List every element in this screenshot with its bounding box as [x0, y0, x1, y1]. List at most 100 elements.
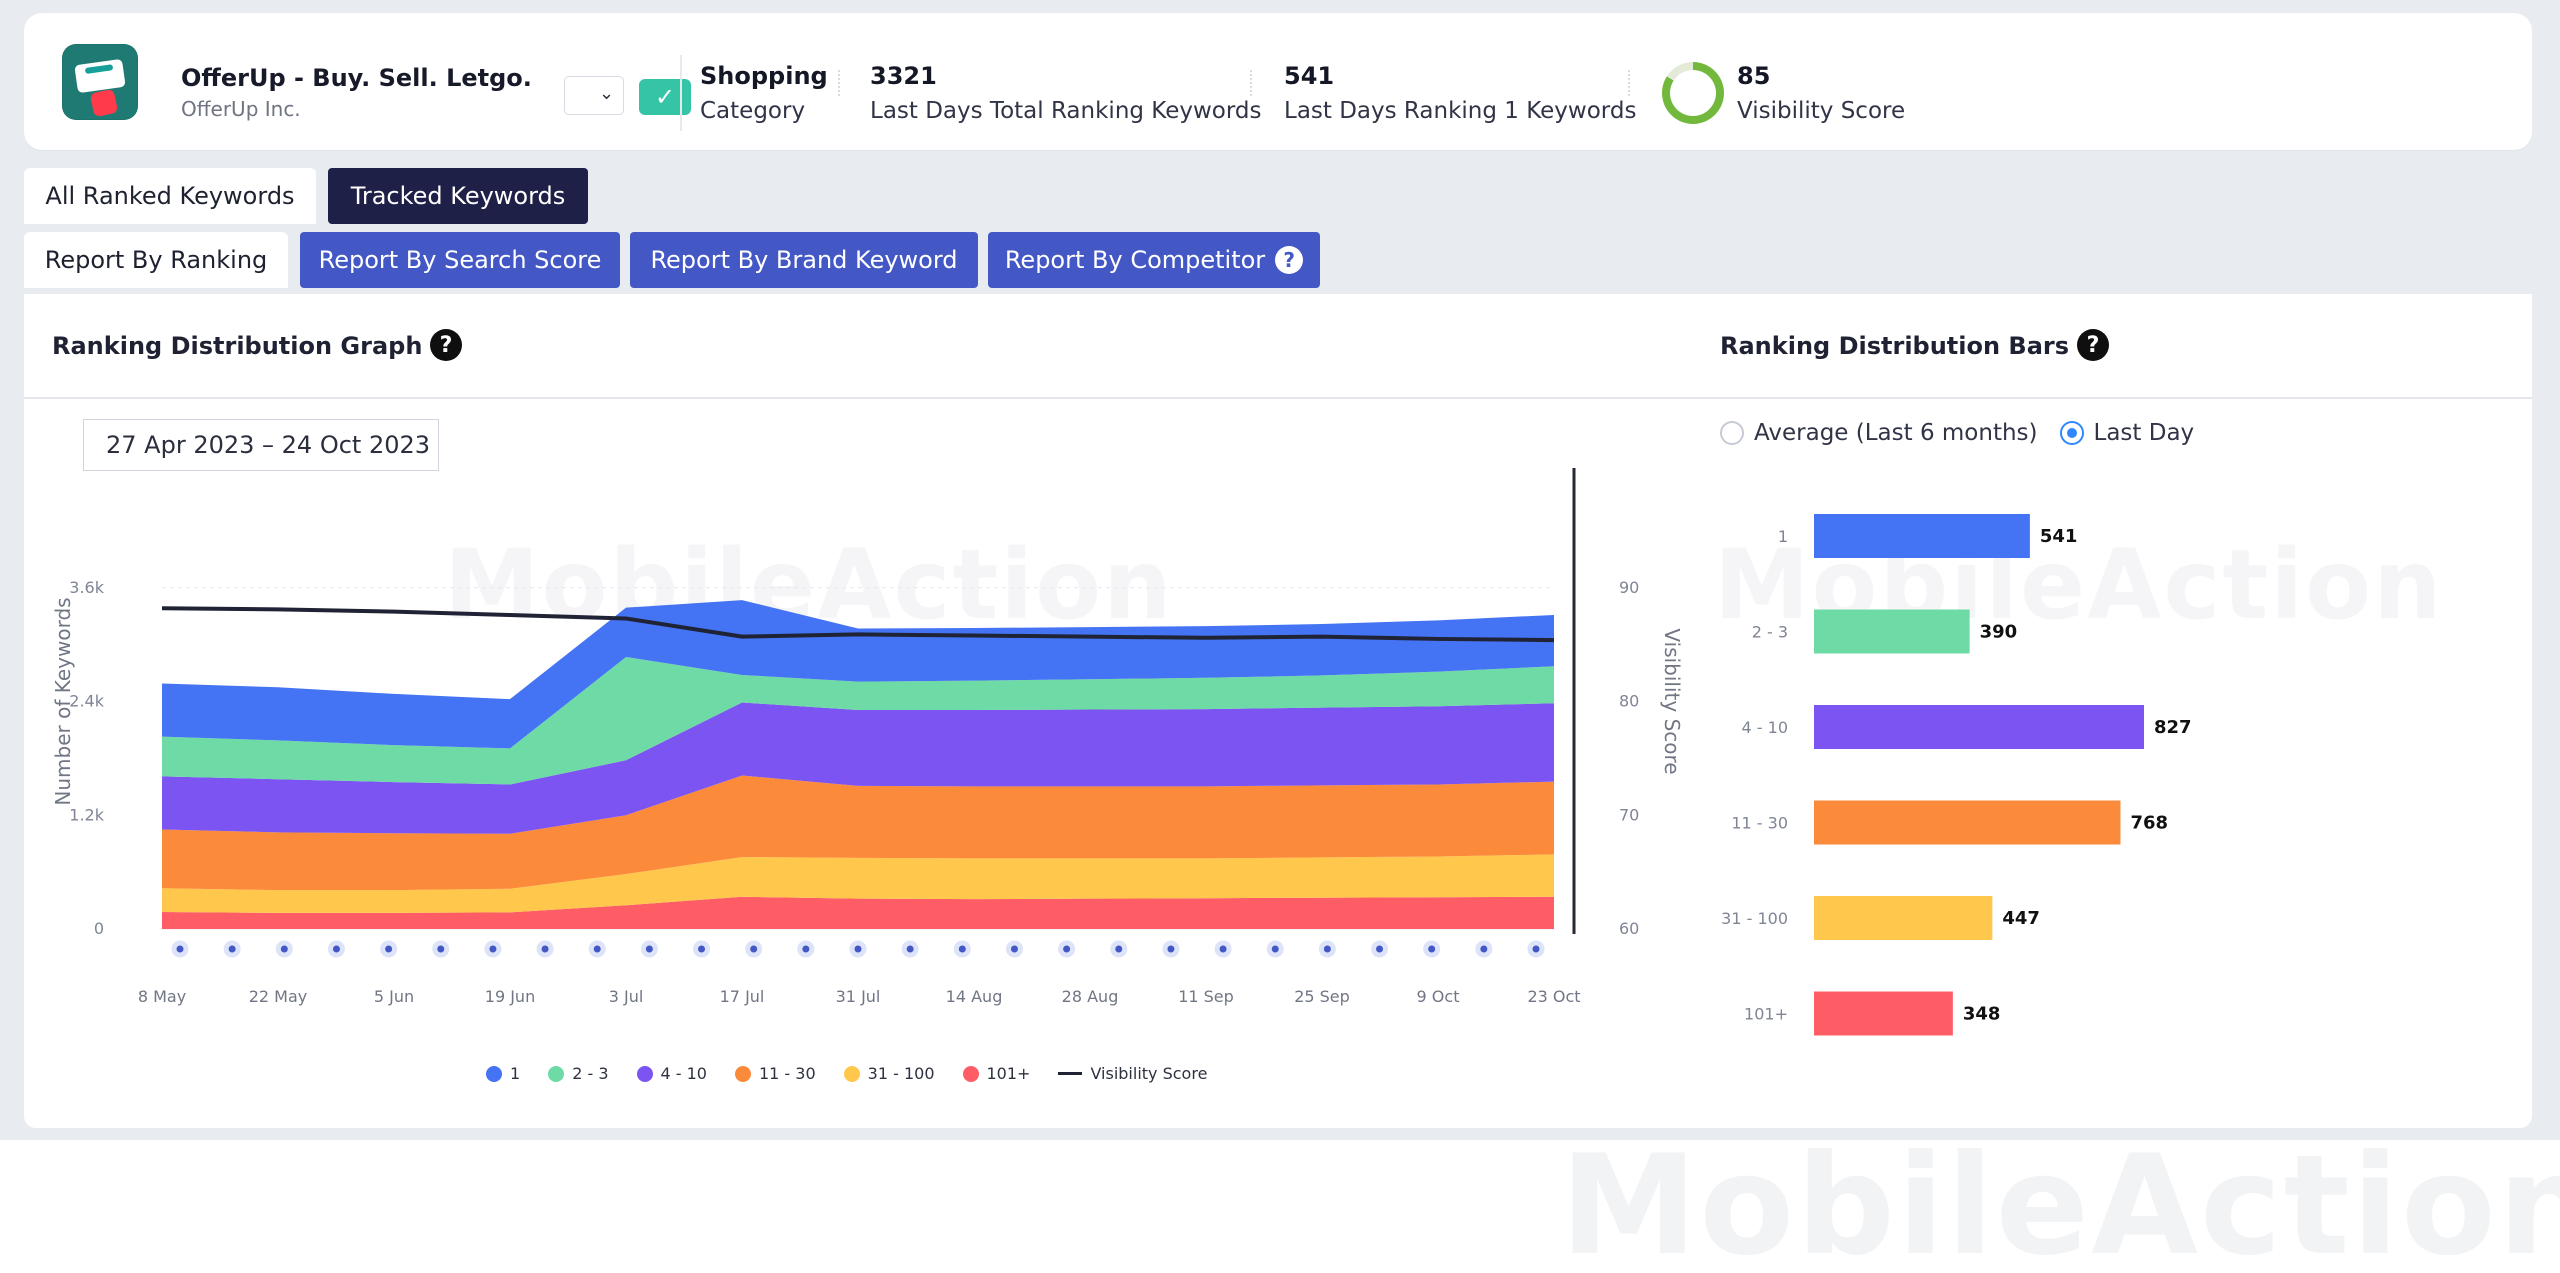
event-marker[interactable] [1475, 940, 1493, 958]
bar-category-label: 1 [1778, 527, 1788, 546]
event-marker[interactable] [484, 940, 502, 958]
event-marker[interactable] [1005, 940, 1023, 958]
competitor-tab-label: Report By Competitor [1004, 246, 1266, 274]
platform-selector[interactable]: ⌄ [564, 76, 624, 115]
y2-tick-label: 80 [1619, 692, 1639, 711]
event-marker-dot [541, 945, 549, 953]
y2-tick-label: 90 [1619, 578, 1639, 597]
date-range-picker[interactable]: 27 Apr 2023 – 24 Oct 2023 [83, 419, 439, 471]
event-marker-dot [1063, 945, 1071, 953]
distribution-bar-4-10 [1814, 705, 2144, 749]
event-marker-dot [1428, 945, 1436, 953]
event-marker[interactable] [536, 940, 554, 958]
x-tick-label: 25 Sep [1294, 987, 1350, 1006]
tab-report-by-search-score[interactable]: Report By Search Score [300, 232, 620, 288]
event-marker[interactable] [745, 940, 763, 958]
x-tick-label: 23 Oct [1527, 987, 1580, 1006]
visibility-score-line [161, 606, 1555, 643]
legend-item-rank-1[interactable]: 1 [486, 1064, 520, 1083]
last-day-option[interactable]: Last Day [2059, 420, 2195, 446]
event-marker-dot [1480, 945, 1488, 953]
legend-item-rank-31-100[interactable]: 31 - 100 [843, 1064, 935, 1083]
event-marker-dot [1271, 945, 1279, 953]
event-marker[interactable] [1214, 940, 1232, 958]
x-tick-label: 22 May [249, 987, 308, 1006]
question-icon[interactable]: ? [430, 329, 462, 361]
x-tick-label: 17 Jul [720, 987, 765, 1006]
x-tick-label: 5 Jun [374, 987, 414, 1006]
metric-separator [1628, 70, 1640, 96]
distribution-bar-11-30 [1814, 800, 2121, 845]
event-marker[interactable] [588, 940, 606, 958]
area-series-2-3 [162, 656, 1554, 785]
distribution-bar-2-3 [1814, 609, 1970, 654]
question-icon[interactable]: ? [1275, 246, 1304, 274]
legend-item-visibility-score[interactable]: Visibility Score [1058, 1064, 1207, 1083]
event-marker[interactable] [380, 940, 398, 958]
distribution-bar-1 [1814, 514, 2030, 558]
bar-value-label: 827 [2154, 717, 2192, 738]
category-value: Shopping [700, 62, 828, 90]
event-marker[interactable] [1527, 940, 1545, 958]
ranking-distribution-bars-title: Ranking Distribution Bars [1720, 332, 2070, 360]
event-marker[interactable] [275, 940, 293, 958]
last-day-option-label: Last Day [2093, 420, 2195, 446]
ranking-distribution-bar-chart: 1 541 2 - 3 390 4 - 10 827 11 - 30 768 31 - 100 4… [1721, 514, 2192, 1036]
event-marker[interactable] [849, 940, 867, 958]
event-marker-dot [489, 945, 497, 953]
legend-item-rank-11-30[interactable]: 11 - 30 [734, 1064, 816, 1083]
bar-value-label: 390 [1980, 622, 2018, 643]
area-series-11-30 [162, 775, 1554, 891]
event-marker[interactable] [432, 940, 450, 958]
event-marker[interactable] [640, 940, 658, 958]
average-last-6-months-option[interactable]: Average (Last 6 months) [1720, 420, 2038, 446]
x-tick-label: 11 Sep [1178, 987, 1234, 1006]
x-tick-label: 28 Aug [1062, 987, 1119, 1006]
bar-value-label: 541 [2040, 526, 2078, 547]
event-marker[interactable] [1058, 940, 1076, 958]
event-marker[interactable] [1423, 940, 1441, 958]
tab-report-by-competitor[interactable]: Report By Competitor ? [988, 232, 1320, 288]
total-ranking-label: Last Days Total Ranking Keywords [870, 98, 1262, 124]
event-marker[interactable] [171, 940, 189, 958]
event-marker-dot [332, 945, 340, 953]
question-icon[interactable]: ? [2077, 329, 2109, 361]
confirm-button[interactable]: ✓ [639, 79, 691, 115]
event-marker-dot [906, 945, 914, 953]
event-marker[interactable] [1266, 940, 1284, 958]
event-marker[interactable] [327, 940, 345, 958]
event-marker[interactable] [953, 940, 971, 958]
legend-item-rank-101-plus[interactable]: 101+ [962, 1064, 1030, 1083]
event-marker-dot [1323, 945, 1331, 953]
aggregation-toggle: Average (Last 6 months) Last Day [1720, 420, 2194, 446]
tab-all-ranked-keywords[interactable]: All Ranked Keywords [24, 168, 316, 224]
event-marker[interactable] [693, 940, 711, 958]
distribution-bar-31-100 [1814, 896, 1993, 940]
event-marker[interactable] [1318, 940, 1336, 958]
tab-report-by-brand-keyword[interactable]: Report By Brand Keyword [630, 232, 978, 288]
tab-tracked-keywords[interactable]: Tracked Keywords [328, 168, 588, 224]
event-marker[interactable] [1371, 940, 1389, 958]
y-tick-label: 1.2k [69, 805, 104, 824]
event-marker[interactable] [1110, 940, 1128, 958]
legend-item-rank-2-3[interactable]: 2 - 3 [548, 1064, 609, 1083]
x-tick-label: 3 Jul [609, 987, 644, 1006]
event-marker-dot [176, 945, 184, 953]
metric-separator [1250, 70, 1262, 96]
y-axis-label: Number of Keywords [51, 597, 75, 805]
bottom-watermark: MobileAction [1560, 1125, 2560, 1273]
legend-item-rank-4-10[interactable]: 4 - 10 [636, 1064, 707, 1083]
event-marker[interactable] [223, 940, 241, 958]
tab-report-by-ranking[interactable]: Report By Ranking [24, 232, 288, 288]
event-marker[interactable] [1162, 940, 1180, 958]
ranking-distribution-area-chart: 0 1.2k 2.4k 3.6k 60 70 80 90 Number of Keywords V… [51, 468, 1684, 1006]
event-marker-dot [1376, 945, 1384, 953]
event-marker[interactable] [901, 940, 919, 958]
bar-category-label: 31 - 100 [1721, 909, 1788, 928]
distribution-bar-101plus [1814, 991, 1953, 1036]
event-marker[interactable] [797, 940, 815, 958]
ranking-legend: 1 2 - 3 4 - 10 11 - 30 31 - 100 101+ [486, 1064, 1207, 1083]
radio-selected-icon [2059, 421, 2084, 445]
area-series-4-10 [162, 702, 1554, 834]
y-tick-label: 2.4k [69, 692, 104, 711]
